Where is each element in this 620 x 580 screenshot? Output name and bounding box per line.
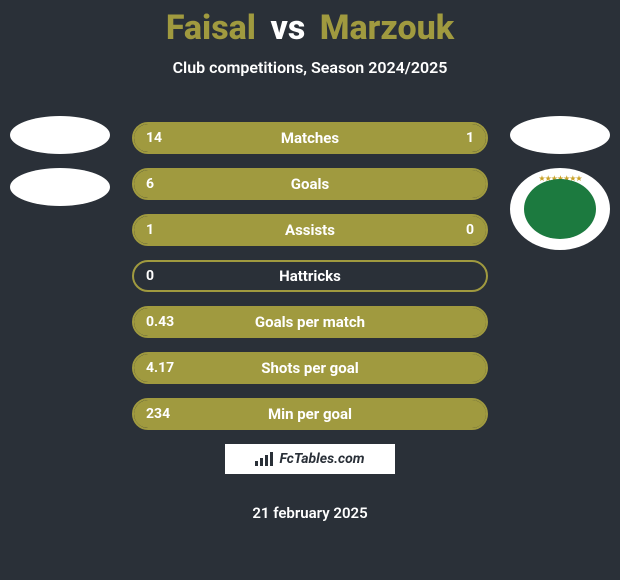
- stats-list: 14Matches16Goals1Assists00Hattricks0.43G…: [132, 122, 488, 430]
- stat-label: Goals: [134, 175, 486, 193]
- branding-text: FcTables.com: [279, 451, 364, 467]
- stat-row: 0.43Goals per match: [132, 306, 488, 338]
- stat-value-right: 0: [454, 222, 486, 238]
- stat-label: Hattricks: [134, 267, 486, 285]
- stat-row: 4.17Shots per goal: [132, 352, 488, 384]
- stat-label: Goals per match: [134, 313, 486, 331]
- club-inner-circle: [524, 179, 596, 239]
- vs-text: vs: [270, 8, 305, 48]
- left-player-badge-1: [10, 116, 110, 154]
- player1-name: Faisal: [166, 8, 256, 48]
- left-badge-col: [10, 116, 110, 250]
- stat-row: 6Goals: [132, 168, 488, 200]
- right-player-badge: [510, 116, 610, 154]
- player2-name: Marzouk: [320, 8, 454, 48]
- comparison-card: Faisal vs Marzouk Club competitions, Sea…: [0, 0, 620, 580]
- branding-bars-icon: [255, 452, 273, 466]
- subtitle-text: Club competitions, Season 2024/2025: [0, 58, 620, 77]
- branding-badge: FcTables.com: [225, 444, 395, 474]
- left-player-badge-2: [10, 168, 110, 206]
- stat-label: Min per goal: [134, 405, 486, 423]
- stat-row: 234Min per goal: [132, 398, 488, 430]
- stat-value-right: 1: [454, 130, 486, 146]
- date-text: 21 february 2025: [0, 504, 620, 522]
- stat-label: Shots per goal: [134, 359, 486, 377]
- stat-label: Assists: [134, 221, 486, 239]
- right-badge-col: ★★★★★★★: [510, 116, 610, 250]
- stat-row: 1Assists0: [132, 214, 488, 246]
- stat-row: 0Hattricks: [132, 260, 488, 292]
- right-club-badge: ★★★★★★★: [510, 168, 610, 250]
- stat-row: 14Matches1: [132, 122, 488, 154]
- stat-label: Matches: [134, 129, 486, 147]
- page-title: Faisal vs Marzouk: [0, 0, 620, 48]
